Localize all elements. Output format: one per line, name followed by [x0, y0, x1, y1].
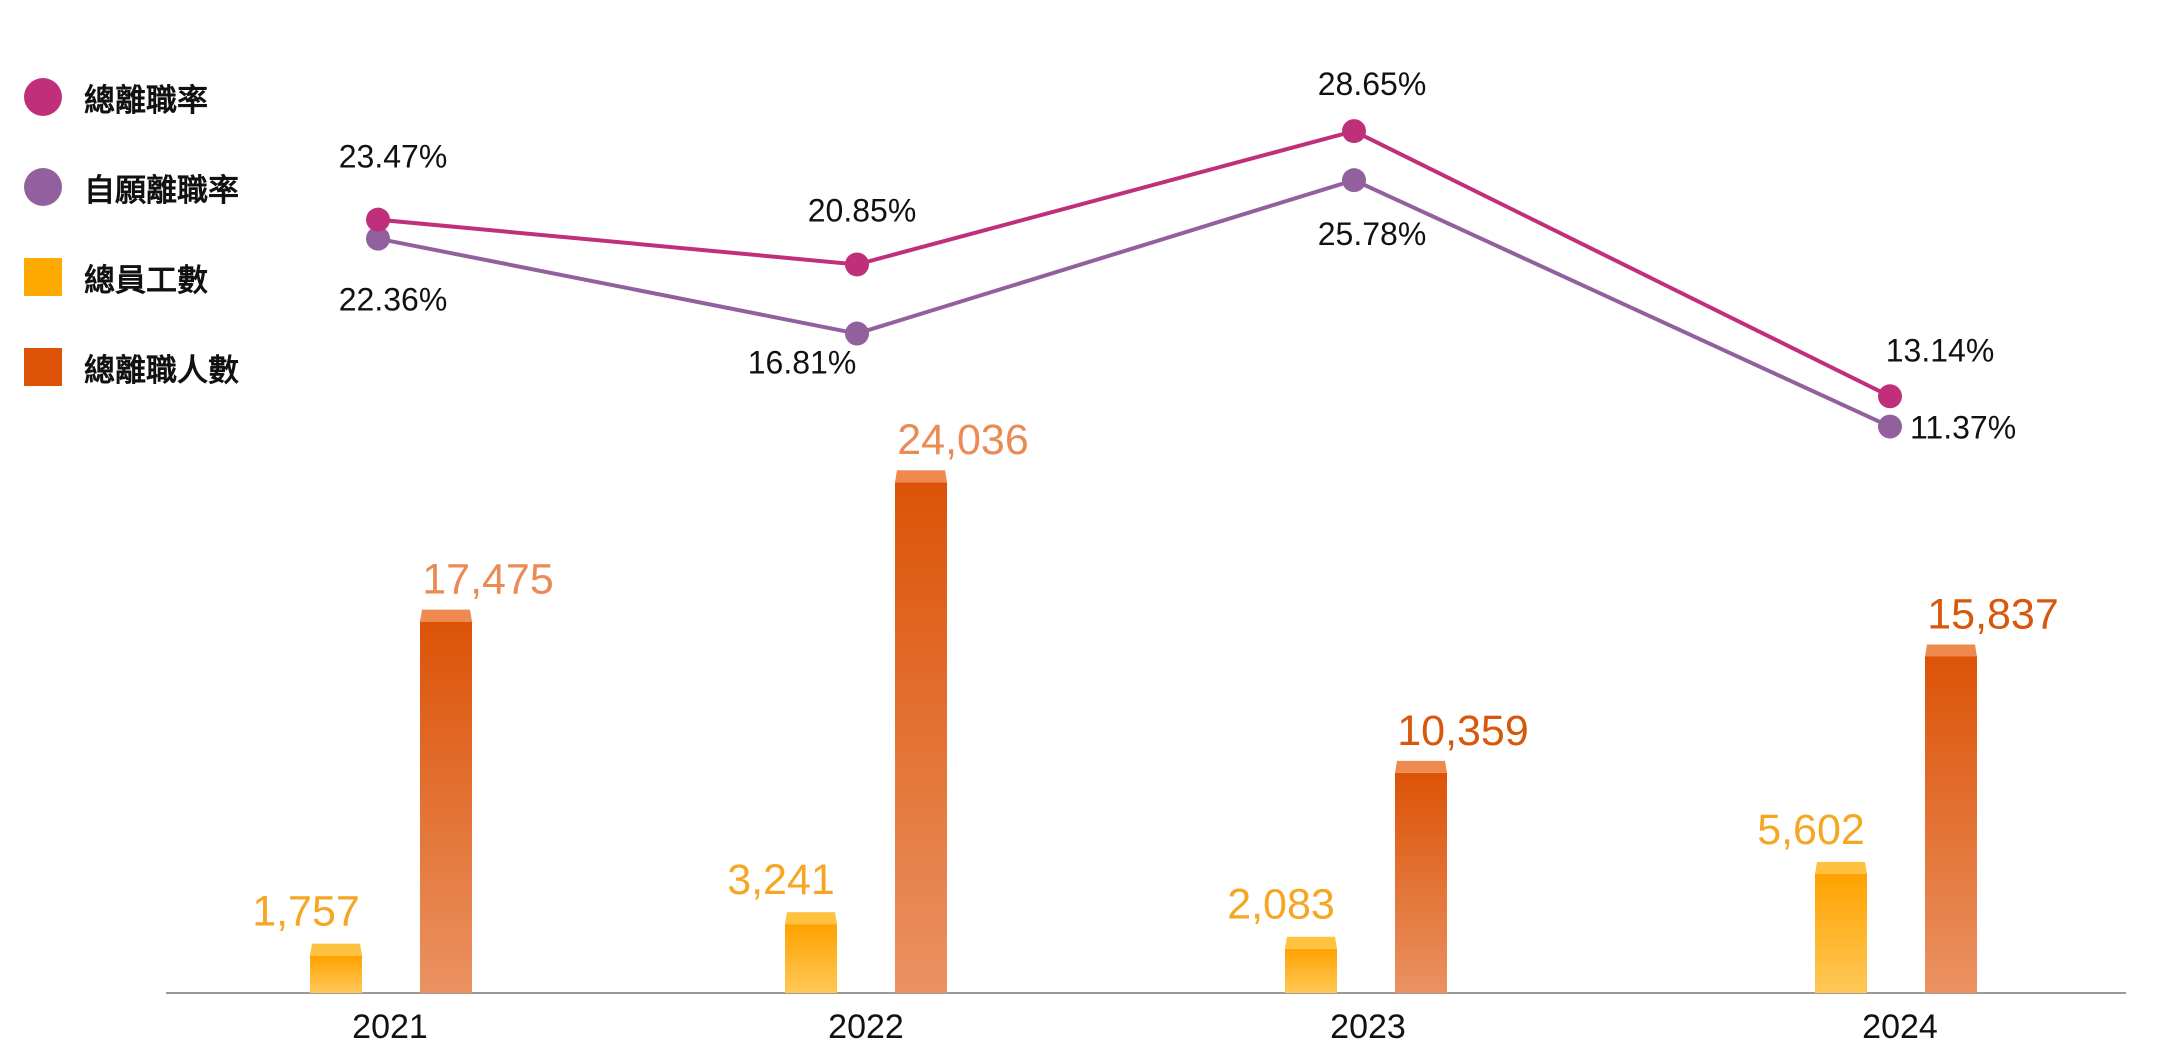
point-voluntary-turnover-rate-2022	[845, 321, 869, 346]
bar-total-employees-2021-cap	[310, 943, 362, 956]
point-total-turnover-rate-2021	[366, 207, 390, 232]
bar-total-leavers-2021	[420, 621, 472, 993]
data-label-total-employees: 1,757	[252, 888, 360, 936]
x-tick-label: 2023	[1330, 1008, 1406, 1046]
data-label-total-turnover-rate: 13.14%	[1886, 332, 1995, 368]
point-voluntary-turnover-rate-2024	[1878, 414, 1902, 439]
bar-total-employees-2023-cap	[1285, 936, 1337, 949]
bar-total-leavers-2024-cap	[1925, 644, 1977, 657]
legend-item-total-employees: 總員工數	[24, 232, 239, 322]
legend: 總離職率 自願離職率 總員工數 總離職人數	[24, 52, 239, 412]
data-label-total-leavers: 10,359	[1397, 707, 1529, 755]
data-label-total-employees: 5,602	[1757, 806, 1865, 854]
x-tick-label: 2021	[352, 1008, 428, 1046]
bar-total-employees-2023	[1285, 948, 1337, 993]
bar-total-employees-2021	[310, 955, 362, 993]
data-label-total-leavers: 15,837	[1927, 590, 2059, 638]
data-label-voluntary-turnover-rate: 16.81%	[748, 345, 857, 381]
bar-total-leavers-2022-cap	[895, 470, 947, 483]
data-label-voluntary-turnover-rate: 11.37%	[1910, 410, 2016, 446]
data-label-voluntary-turnover-rate: 22.36%	[339, 282, 448, 318]
legend-swatch-total-employees	[24, 258, 62, 296]
data-label-total-leavers: 24,036	[897, 416, 1029, 464]
bar-total-employees-2024-cap	[1815, 861, 1867, 874]
data-label-total-turnover-rate: 28.65%	[1318, 66, 1427, 102]
bar-total-employees-2024	[1815, 873, 1867, 993]
bar-total-leavers-2022	[895, 482, 947, 993]
lines-layer	[366, 119, 1902, 439]
data-label-total-turnover-rate: 23.47%	[339, 139, 448, 175]
legend-item-total-leavers: 總離職人數	[24, 322, 239, 412]
legend-label: 總離職人數	[84, 352, 239, 389]
legend-item-total-turnover-rate: 總離職率	[24, 52, 239, 142]
x-tick-label: 2024	[1862, 1008, 1938, 1046]
legend-label: 總離職率	[84, 82, 208, 119]
data-label-total-employees: 2,083	[1227, 881, 1335, 929]
point-voluntary-turnover-rate-2023	[1342, 168, 1366, 193]
data-label-voluntary-turnover-rate: 25.78%	[1318, 216, 1427, 252]
legend-swatch-voluntary-turnover-rate	[24, 168, 62, 206]
bars-layer	[310, 470, 1977, 993]
legend-label: 總員工數	[84, 262, 208, 299]
data-label-total-leavers: 17,475	[422, 556, 554, 604]
bar-total-employees-2022-cap	[785, 912, 837, 925]
line-total-turnover-rate	[377, 128, 1891, 399]
point-voluntary-turnover-rate-2021	[366, 226, 390, 251]
bar-total-leavers-2024	[1925, 656, 1977, 993]
bar-total-leavers-2023	[1395, 772, 1447, 993]
bar-total-leavers-2023-cap	[1395, 760, 1447, 773]
x-tick-label: 2022	[828, 1008, 904, 1046]
legend-swatch-total-turnover-rate	[24, 78, 62, 116]
point-total-turnover-rate-2023	[1342, 119, 1366, 144]
labels-layer: 1,757 17,475 2021 3,241 24,036 2022 2,083 10,35…	[252, 66, 2059, 1046]
bar-total-employees-2022	[785, 924, 837, 993]
bar-total-leavers-2021-cap	[420, 609, 472, 622]
data-label-total-turnover-rate: 20.85%	[808, 192, 917, 228]
legend-item-voluntary-turnover-rate: 自願離職率	[24, 142, 239, 232]
point-total-turnover-rate-2022	[845, 252, 869, 277]
legend-swatch-total-leavers	[24, 348, 62, 386]
data-label-total-employees: 3,241	[727, 856, 835, 904]
line-voluntary-turnover-rate	[377, 178, 1891, 429]
point-total-turnover-rate-2024	[1878, 384, 1902, 409]
legend-label: 自願離職率	[84, 172, 239, 209]
